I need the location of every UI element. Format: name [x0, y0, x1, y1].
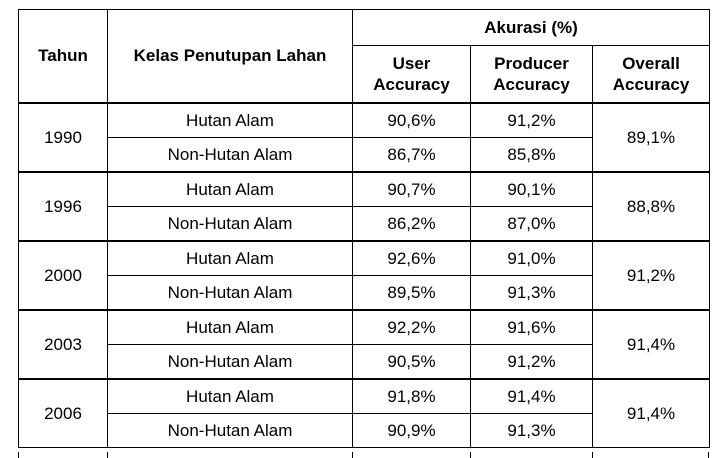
user-accuracy-cell: 90,6% — [352, 101, 471, 138]
producer-accuracy-cell: 91,6% — [470, 308, 593, 345]
table-row: Non-Hutan Alam 86,7% 85,8% — [19, 136, 710, 172]
year-cell: 1990 — [18, 101, 108, 172]
producer-accuracy-cell: 91,0% — [470, 239, 593, 276]
class-cell: Hutan Alam — [107, 170, 353, 207]
year-cell: 2000 — [18, 239, 108, 310]
producer-accuracy-cell: 91,3% — [470, 274, 593, 310]
table-row: 1990 Hutan Alam 90,6% 91,2% 89,1% — [18, 101, 711, 172]
class-cell: Hutan Alam — [107, 308, 353, 345]
year-cell: 2003 — [18, 308, 108, 379]
producer-accuracy-cell: 91,2% — [470, 343, 593, 379]
table-continuation-lines — [18, 452, 709, 458]
year-cell: 2006 — [18, 377, 108, 448]
continuation-line — [107, 452, 108, 458]
table-row: Non-Hutan Alam 90,9% 91,3% — [19, 412, 710, 448]
class-cell: Non-Hutan Alam — [107, 412, 353, 448]
producer-accuracy-cell: 85,8% — [470, 136, 593, 172]
overall-accuracy-cell: 89,1% — [591, 101, 711, 172]
header-kelas: Kelas Penutupan Lahan — [107, 9, 353, 103]
producer-accuracy-cell: 87,0% — [470, 205, 593, 241]
class-cell: Hutan Alam — [107, 239, 353, 276]
overall-accuracy-cell: 88,8% — [591, 170, 711, 241]
class-cell: Non-Hutan Alam — [107, 274, 353, 310]
header-tahun: Tahun — [18, 9, 108, 103]
continuation-line — [470, 452, 471, 458]
table-row: 2003 Hutan Alam 92,2% 91,6% 91,4% — [18, 308, 711, 379]
user-accuracy-cell: 92,6% — [352, 239, 471, 276]
accuracy-table: Tahun Kelas Penutupan Lahan Akurasi (%) … — [18, 9, 711, 448]
class-cell: Hutan Alam — [107, 377, 353, 414]
user-accuracy-cell: 90,5% — [352, 343, 471, 379]
user-accuracy-cell: 86,7% — [352, 136, 471, 172]
class-cell: Non-Hutan Alam — [107, 343, 353, 379]
class-cell: Non-Hutan Alam — [107, 205, 353, 241]
table-row: Non-Hutan Alam 89,5% 91,3% — [19, 274, 710, 310]
continuation-line — [352, 452, 353, 458]
year-cell: 1996 — [18, 170, 108, 241]
class-cell: Hutan Alam — [107, 101, 353, 138]
table-row: 1996 Hutan Alam 90,7% 90,1% 88,8% — [18, 170, 711, 241]
producer-accuracy-cell: 91,2% — [470, 101, 593, 138]
user-accuracy-cell: 90,7% — [352, 170, 471, 207]
header-user-accuracy: User Accuracy — [352, 45, 471, 103]
overall-accuracy-cell: 91,4% — [591, 308, 711, 379]
table-row: 2006 Hutan Alam 91,8% 91,4% 91,4% — [18, 377, 711, 448]
header-row-2: User Accuracy Producer Accuracy Overall … — [19, 45, 711, 103]
user-accuracy-cell: 89,5% — [352, 274, 471, 310]
continuation-line — [592, 452, 593, 458]
user-accuracy-cell: 90,9% — [352, 412, 471, 448]
producer-accuracy-cell: 91,3% — [470, 412, 593, 448]
table-row: Non-Hutan Alam 90,5% 91,2% — [19, 343, 710, 379]
producer-accuracy-cell: 91,4% — [470, 377, 593, 414]
user-accuracy-cell: 92,2% — [352, 308, 471, 345]
table-row: 2000 Hutan Alam 92,6% 91,0% 91,2% — [18, 239, 711, 310]
overall-accuracy-cell: 91,2% — [591, 239, 711, 310]
header-overall-accuracy: Overall Accuracy — [591, 45, 711, 103]
header-akurasi: Akurasi (%) — [351, 9, 711, 46]
user-accuracy-cell: 86,2% — [352, 205, 471, 241]
header-row-1: Tahun Kelas Penutupan Lahan Akurasi (%) — [18, 9, 711, 103]
header-producer-accuracy: Producer Accuracy — [470, 45, 593, 103]
user-accuracy-cell: 91,8% — [352, 377, 471, 414]
producer-accuracy-cell: 90,1% — [470, 170, 593, 207]
overall-accuracy-cell: 91,4% — [591, 377, 711, 448]
continuation-line — [18, 452, 19, 458]
class-cell: Non-Hutan Alam — [107, 136, 353, 172]
continuation-line — [708, 452, 709, 458]
table-row: Non-Hutan Alam 86,2% 87,0% — [19, 205, 710, 241]
